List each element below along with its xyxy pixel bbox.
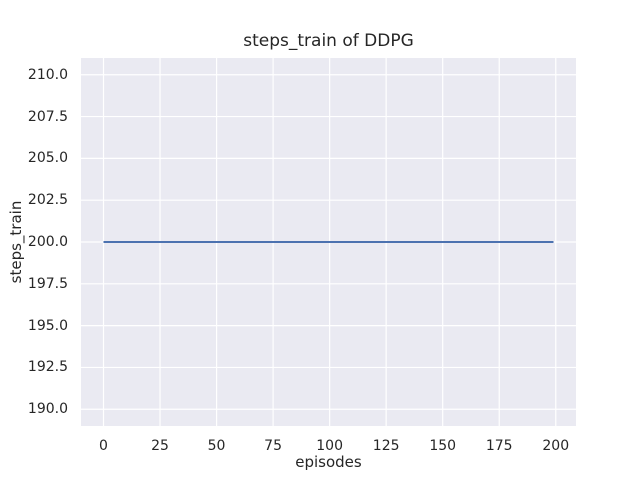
chart-title: steps_train of DDPG — [243, 31, 414, 51]
y-tick-label: 207.5 — [27, 108, 68, 125]
y-tick-label: 200.0 — [27, 234, 68, 250]
x-tick-label: 150 — [429, 438, 457, 454]
x-tick-label: 75 — [264, 438, 283, 454]
x-tick-label: 0 — [99, 438, 108, 454]
y-tick-label: 195.0 — [27, 317, 68, 334]
y-axis-label: steps_train — [7, 200, 25, 284]
y-tick-label: 190.0 — [27, 401, 68, 418]
x-tick-label: 200 — [542, 438, 570, 454]
x-tick-label: 25 — [151, 438, 169, 454]
y-tick-label: 202.5 — [27, 192, 68, 209]
y-tick-label: 210.0 — [27, 66, 68, 83]
x-tick-label: 50 — [207, 438, 226, 454]
x-tick-label: 175 — [485, 438, 513, 454]
x-tick-label: 100 — [316, 438, 343, 454]
y-tick-label: 192.5 — [27, 359, 68, 376]
x-tick-label: 125 — [372, 438, 400, 454]
x-axis-label: episodes — [295, 453, 362, 471]
y-tick-label: 197.5 — [27, 275, 68, 292]
y-tick-label: 205.0 — [27, 150, 68, 167]
